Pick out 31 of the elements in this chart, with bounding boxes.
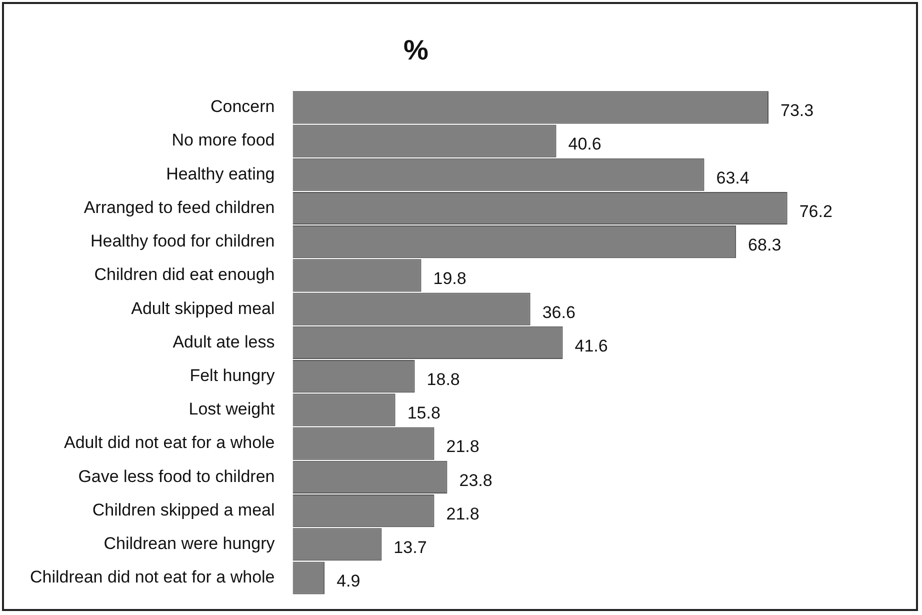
y-tick-label: Children skipped a meal <box>92 500 275 520</box>
y-tick-label: Arranged to feed children <box>84 198 275 217</box>
data-label: 76.2 <box>799 202 832 221</box>
data-label: 15.8 <box>407 404 440 423</box>
data-label: 73.3 <box>780 101 814 120</box>
y-tick-label: Childrean were hungry <box>104 534 276 554</box>
y-tick-label: Adult ate less <box>172 332 275 352</box>
y-tick-label: Lost weight <box>188 400 276 419</box>
y-tick-label: Gave less food to children <box>78 466 275 486</box>
y-tick-label: Healthy food for children <box>90 232 275 251</box>
data-label: 4.9 <box>336 572 360 591</box>
data-label: 18.8 <box>426 370 460 389</box>
data-label: 19.8 <box>433 269 466 288</box>
data-label: 23.8 <box>459 470 492 490</box>
y-tick-label: Concern <box>210 97 275 116</box>
data-label: 21.8 <box>446 437 480 456</box>
y-tick-label: Felt hungry <box>190 366 276 385</box>
y-tick-label: Adult did not eat for a whole <box>64 433 275 452</box>
data-label: 40.6 <box>568 134 602 154</box>
y-tick-label: Children did eat enough <box>94 265 275 284</box>
data-label: 68.3 <box>748 236 782 255</box>
y-tick-label: Adult skipped meal <box>131 298 275 318</box>
y-tick-label: Healthy eating <box>166 164 275 184</box>
data-label: 13.7 <box>394 538 427 558</box>
data-label: 36.6 <box>542 302 576 322</box>
data-label: 63.4 <box>716 168 750 188</box>
y-tick-label: Childrean did not eat for a whole <box>30 568 275 587</box>
data-label: 41.6 <box>574 336 608 356</box>
y-tick-label: No more food <box>172 130 275 150</box>
chart-title: % <box>404 34 429 66</box>
data-label: 21.8 <box>446 504 480 524</box>
